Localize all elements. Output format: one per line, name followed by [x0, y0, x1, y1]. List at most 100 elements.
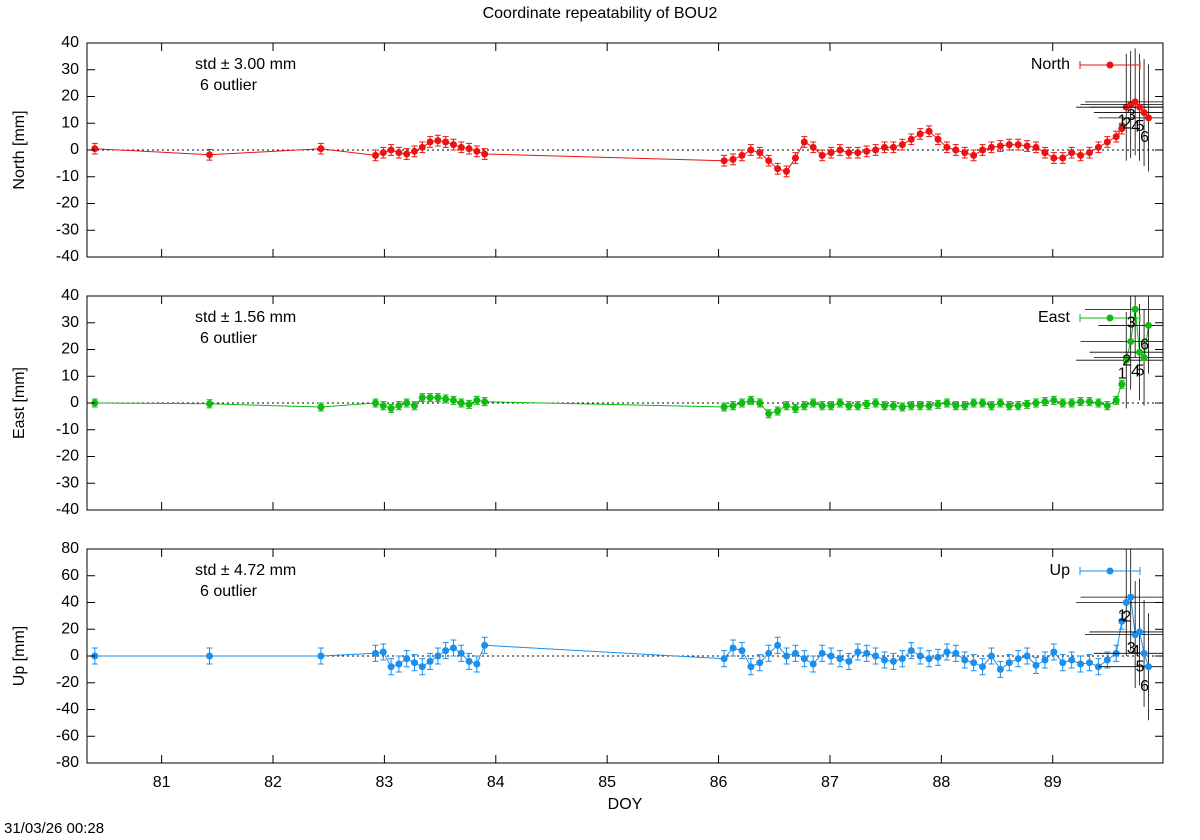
data-point	[872, 146, 880, 154]
data-point	[434, 137, 442, 145]
outlier-label: 3	[1127, 315, 1136, 332]
data-point	[756, 149, 764, 157]
data-point	[970, 659, 978, 667]
y-tick-label: 30	[61, 314, 79, 331]
data-point	[872, 399, 880, 407]
data-point	[979, 399, 987, 407]
data-point	[925, 402, 933, 410]
legend-symbol	[1106, 567, 1114, 575]
data-point	[473, 396, 481, 404]
outlier-point	[1140, 354, 1148, 362]
data-point	[387, 663, 395, 671]
data-point	[1023, 142, 1031, 150]
outlier-point	[1131, 98, 1139, 106]
outlier-label: 2	[1122, 116, 1131, 133]
data-point	[952, 146, 960, 154]
y-tick-label: 20	[61, 341, 79, 358]
data-point	[403, 150, 411, 158]
y-tick-label: 20	[61, 620, 79, 637]
outlier-label: 6	[1140, 337, 1149, 354]
data-point	[863, 649, 871, 657]
data-point	[1112, 133, 1120, 141]
outlier-point	[1122, 356, 1130, 364]
data-point	[1118, 125, 1126, 133]
y-tick-label: -20	[56, 448, 79, 465]
data-point	[765, 410, 773, 418]
data-point	[791, 404, 799, 412]
data-point	[889, 402, 897, 410]
data-point	[426, 394, 434, 402]
data-point	[1103, 656, 1111, 664]
x-tick-label: 89	[1044, 774, 1062, 791]
y-axis-label: Up [mm]	[11, 626, 28, 686]
annotation: std ± 3.00 mm	[195, 56, 296, 73]
outlier-point	[1145, 321, 1153, 329]
data-point	[403, 399, 411, 407]
data-point	[889, 143, 897, 151]
y-tick-label: -30	[56, 221, 79, 238]
y-tick-label: -20	[56, 674, 79, 691]
plot-area	[87, 549, 1163, 721]
outlier-point	[1136, 103, 1144, 111]
data-point	[898, 403, 906, 411]
data-point	[1094, 143, 1102, 151]
data-point	[1068, 149, 1076, 157]
x-tick-label: 83	[376, 774, 394, 791]
data-point	[943, 399, 951, 407]
data-point	[747, 146, 755, 154]
data-point	[925, 127, 933, 135]
data-point	[765, 157, 773, 165]
data-point	[979, 663, 987, 671]
y-tick-label: 60	[61, 567, 79, 584]
data-point	[854, 149, 862, 157]
data-point	[395, 660, 403, 668]
data-point	[379, 149, 387, 157]
outlier-label: 2	[1122, 608, 1131, 625]
data-point	[961, 149, 969, 157]
data-point	[1094, 399, 1102, 407]
outlier-point	[1127, 593, 1135, 601]
outlier-label: 6	[1140, 129, 1149, 146]
outlier-label: 2	[1122, 353, 1131, 370]
outlier-label: 3	[1127, 640, 1136, 657]
y-tick-label: -40	[56, 248, 79, 265]
legend-label: East	[1038, 309, 1071, 326]
annotation: 6 outlier	[200, 330, 258, 347]
data-point	[791, 649, 799, 657]
data-point	[418, 663, 426, 671]
data-point	[783, 652, 791, 660]
data-point	[206, 400, 214, 408]
outlier-label: 1	[1118, 365, 1127, 382]
data-point	[800, 402, 808, 410]
data-point	[872, 652, 880, 660]
data-point	[845, 402, 853, 410]
data-point	[1112, 396, 1120, 404]
data-point	[943, 648, 951, 656]
outlier-point	[1131, 305, 1139, 313]
data-point	[854, 402, 862, 410]
data-point	[1032, 143, 1040, 151]
data-point	[898, 141, 906, 149]
data-point	[729, 402, 737, 410]
y-axis-label: East [mm]	[11, 367, 28, 439]
data-point	[720, 157, 728, 165]
outlier-label: 4	[1131, 363, 1140, 380]
data-point	[827, 149, 835, 157]
data-point	[934, 135, 942, 143]
x-tick-label: 85	[598, 774, 616, 791]
data-point	[845, 657, 853, 665]
data-point	[1103, 402, 1111, 410]
data-point	[881, 143, 889, 151]
data-point	[465, 400, 473, 408]
series-line	[94, 621, 1123, 671]
data-point	[465, 145, 473, 153]
x-tick-label: 84	[487, 774, 505, 791]
series-line	[94, 384, 1123, 415]
outlier-label: 6	[1140, 678, 1149, 695]
data-point	[836, 655, 844, 663]
data-point	[442, 395, 450, 403]
data-point	[952, 402, 960, 410]
data-point	[457, 399, 465, 407]
data-point	[934, 653, 942, 661]
